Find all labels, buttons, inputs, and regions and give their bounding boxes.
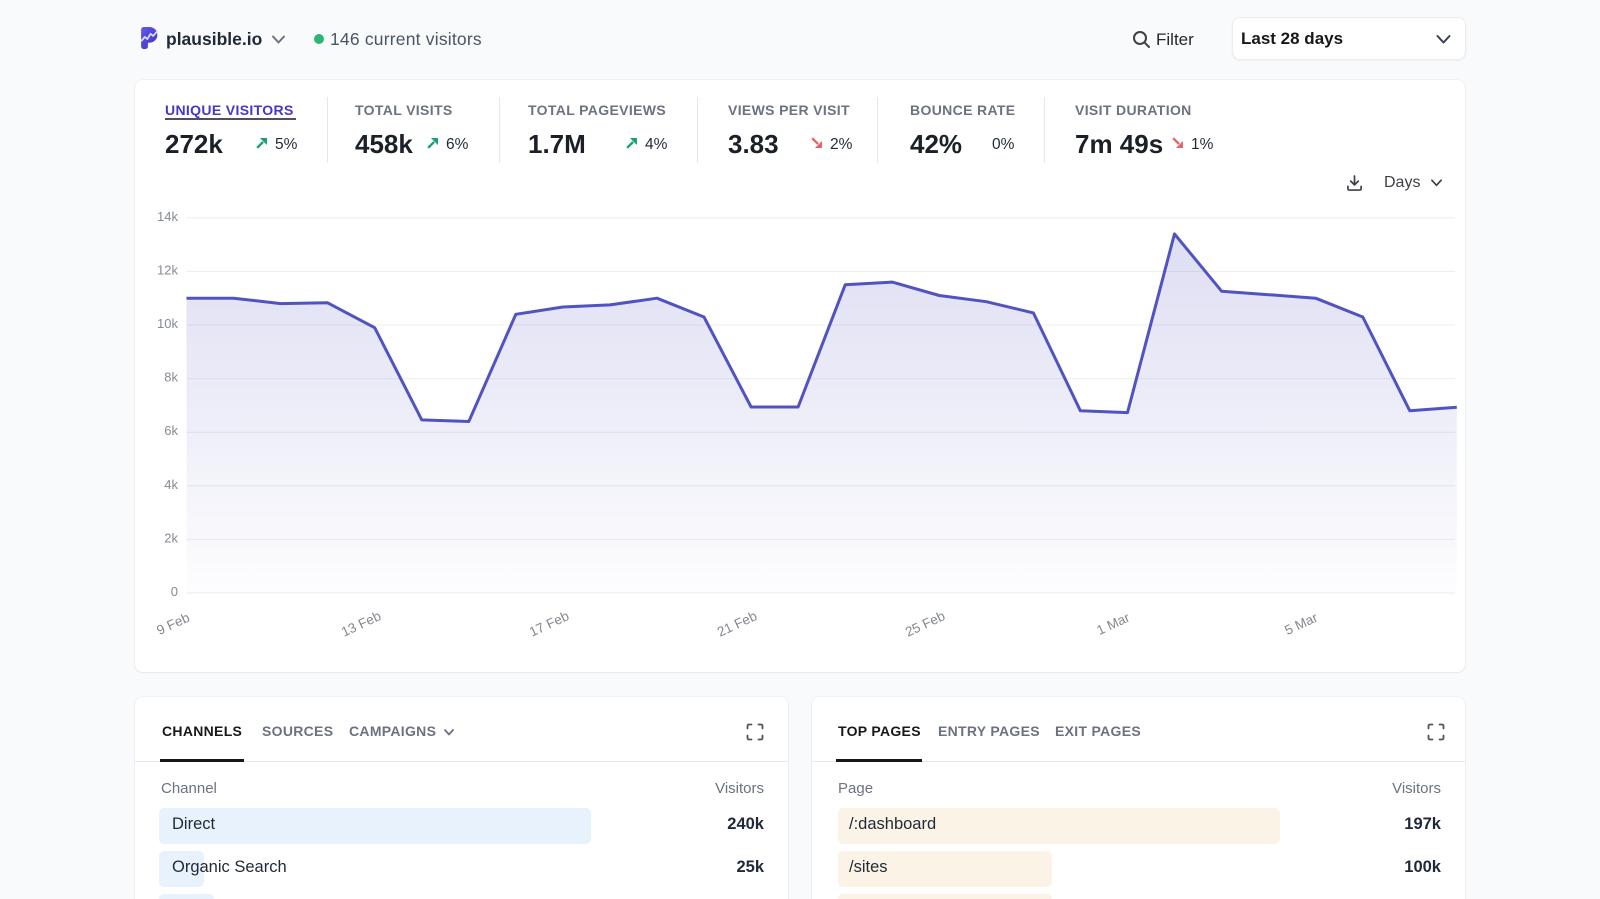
svg-text:12k: 12k bbox=[157, 262, 178, 277]
svg-text:17 Feb: 17 Feb bbox=[527, 608, 571, 639]
svg-text:6k: 6k bbox=[164, 423, 178, 438]
svg-text:4k: 4k bbox=[164, 477, 178, 492]
svg-text:25 Feb: 25 Feb bbox=[903, 608, 947, 639]
svg-text:21 Feb: 21 Feb bbox=[715, 608, 759, 639]
svg-text:2k: 2k bbox=[164, 530, 178, 545]
svg-text:13 Feb: 13 Feb bbox=[339, 608, 383, 639]
svg-text:8k: 8k bbox=[164, 370, 178, 385]
svg-text:5 Mar: 5 Mar bbox=[1282, 610, 1320, 638]
svg-text:0: 0 bbox=[171, 584, 178, 599]
svg-text:1 Mar: 1 Mar bbox=[1094, 610, 1132, 638]
svg-text:14k: 14k bbox=[157, 209, 178, 224]
svg-text:10k: 10k bbox=[157, 316, 178, 331]
svg-text:9 Feb: 9 Feb bbox=[154, 610, 192, 638]
